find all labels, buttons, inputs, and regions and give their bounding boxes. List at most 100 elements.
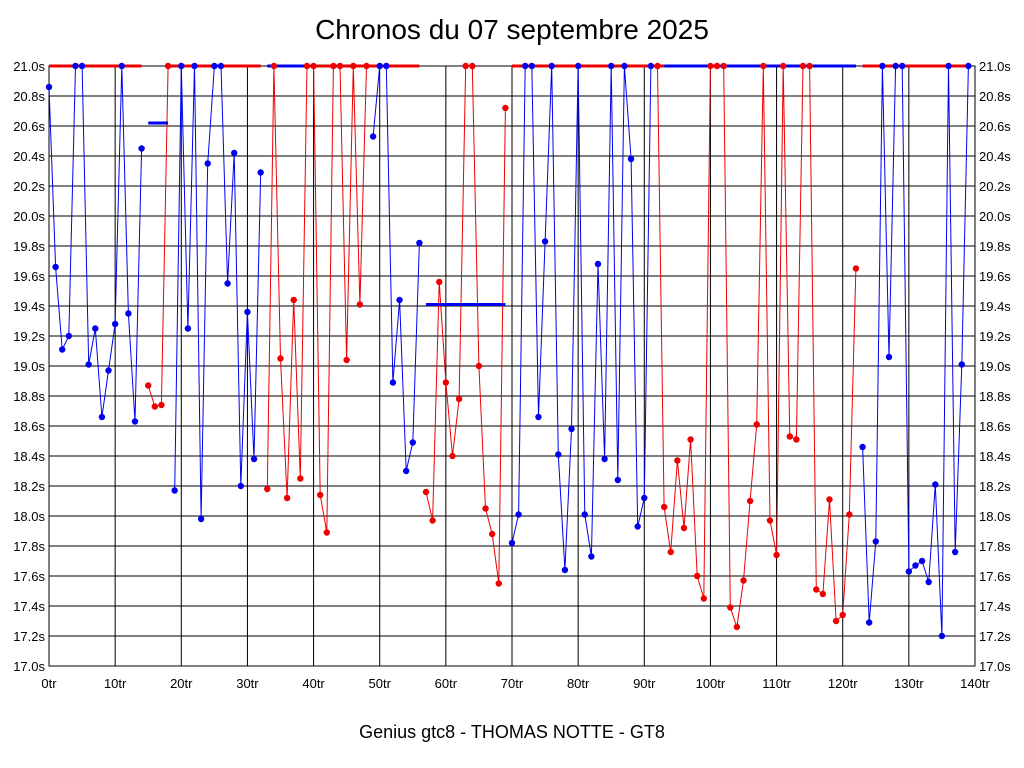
- data-point: [92, 325, 99, 332]
- data-point: [707, 62, 714, 70]
- y-tick-label-left: 20.6s: [13, 119, 45, 134]
- data-point: [634, 523, 641, 530]
- data-point: [502, 104, 509, 112]
- x-tick-label: 0tr: [41, 676, 57, 691]
- y-tick-label-right: 17.6s: [979, 569, 1011, 584]
- y-tick-label-left: 19.6s: [13, 269, 45, 284]
- series-line: [266, 65, 367, 533]
- data-point: [316, 491, 324, 499]
- x-tick-label: 50tr: [369, 676, 392, 691]
- data-point: [343, 356, 350, 364]
- y-tick-label-left: 17.6s: [13, 569, 45, 584]
- data-point: [614, 476, 622, 484]
- data-point: [740, 577, 747, 584]
- data-point: [442, 379, 450, 386]
- data-point: [627, 155, 635, 163]
- data-point: [118, 62, 125, 70]
- y-tick-label-right: 18.4s: [979, 449, 1011, 464]
- data-point: [859, 443, 866, 451]
- data-point: [402, 467, 410, 475]
- data-point: [813, 586, 820, 593]
- data-point: [45, 83, 53, 91]
- x-tick-label: 90tr: [633, 676, 656, 691]
- data-point: [581, 511, 588, 518]
- y-tick-label-left: 17.4s: [13, 599, 45, 614]
- data-point: [945, 62, 952, 70]
- data-point: [231, 149, 238, 157]
- data-point: [297, 475, 304, 482]
- x-tick-label: 70tr: [501, 676, 524, 691]
- average-markers: [148, 121, 506, 306]
- data-point: [369, 133, 377, 140]
- data-point: [779, 62, 787, 70]
- data-point: [839, 611, 846, 619]
- data-point: [541, 238, 549, 245]
- x-tick-label: 40tr: [302, 676, 325, 691]
- data-point: [475, 362, 483, 370]
- data-point: [515, 511, 522, 518]
- data-point: [171, 487, 178, 494]
- data-point: [773, 551, 780, 559]
- data-point: [819, 590, 827, 598]
- data-point: [594, 260, 602, 268]
- data-point: [786, 433, 793, 440]
- data-point: [138, 145, 145, 152]
- data-point: [65, 332, 73, 340]
- data-point: [892, 62, 899, 70]
- data-point: [356, 301, 364, 308]
- data-point: [303, 62, 311, 70]
- y-tick-label-left: 19.8s: [13, 239, 45, 254]
- y-tick-label-right: 19.0s: [979, 359, 1011, 374]
- data-point: [746, 497, 754, 505]
- data-point: [694, 572, 701, 580]
- y-tick-label-right: 19.8s: [979, 239, 1011, 254]
- data-point: [720, 62, 727, 70]
- data-point: [350, 62, 357, 70]
- data-point: [409, 439, 416, 446]
- x-tick-label: 10tr: [104, 676, 127, 691]
- data-point: [323, 529, 330, 536]
- data-point: [548, 62, 555, 70]
- data-point: [363, 62, 370, 70]
- data-point: [436, 278, 443, 286]
- data-point: [846, 511, 853, 518]
- x-tick-label: 100tr: [696, 676, 726, 691]
- y-tick-label-left: 18.4s: [13, 449, 45, 464]
- y-tick-label-right: 20.8s: [979, 89, 1011, 104]
- data-point: [131, 418, 139, 425]
- y-tick-label-left: 21.0s: [13, 59, 45, 74]
- data-point: [601, 455, 608, 463]
- data-point: [885, 353, 893, 361]
- data-point: [826, 496, 833, 503]
- y-tick-label-left: 19.0s: [13, 359, 45, 374]
- x-tick-label: 80tr: [567, 676, 590, 691]
- data-point: [568, 425, 575, 433]
- data-point: [905, 568, 913, 575]
- tick-labels: 17.0s 17.0s 17.2s 17.2s 17.4s 17.4s 17.6s 17.6s…: [13, 59, 1011, 691]
- data-point: [277, 355, 284, 362]
- chart-title: Chronos du 07 septembre 2025: [315, 14, 709, 45]
- x-tick-label: 140tr: [960, 676, 990, 691]
- y-tick-label-right: 19.6s: [979, 269, 1011, 284]
- data-point: [561, 566, 569, 574]
- data-point: [224, 280, 231, 287]
- data-point: [654, 62, 661, 70]
- data-point: [938, 632, 946, 640]
- data-point: [522, 62, 529, 70]
- data-point: [588, 553, 595, 560]
- data-point: [462, 62, 469, 70]
- x-tick-label: 30tr: [236, 676, 259, 691]
- data-point: [799, 62, 807, 70]
- data-point: [151, 403, 159, 410]
- data-point: [852, 265, 860, 272]
- data-point: [647, 62, 655, 70]
- data-point: [641, 494, 648, 502]
- data-point: [85, 361, 92, 368]
- data-point: [508, 539, 516, 547]
- data-point: [793, 436, 800, 443]
- data-point: [111, 320, 119, 328]
- data-point: [932, 481, 939, 488]
- data-point: [667, 548, 674, 556]
- y-tick-label-right: 20.4s: [979, 149, 1011, 164]
